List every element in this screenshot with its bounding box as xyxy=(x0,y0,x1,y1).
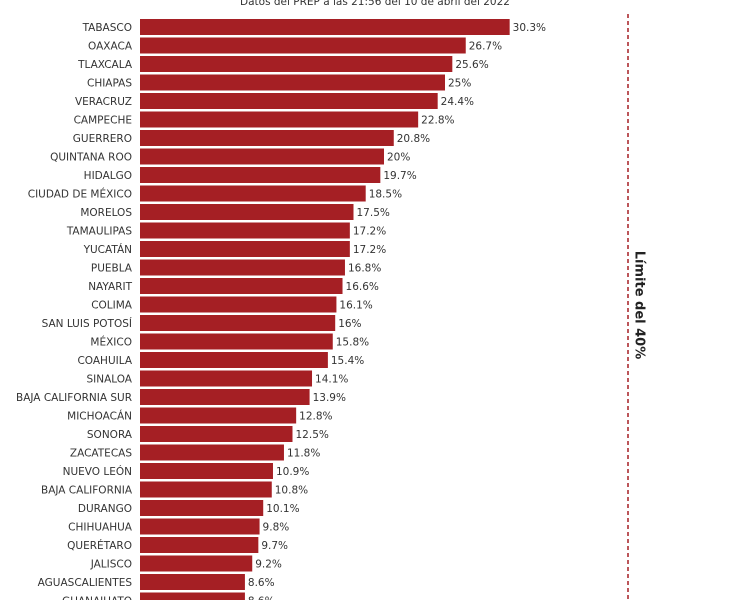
y-tick-label: MICHOACÁN xyxy=(67,410,132,423)
bar xyxy=(140,426,293,442)
chart-subtitle: Datos del PREP a las 21:56 del 10 de abr… xyxy=(240,0,510,8)
bar xyxy=(140,592,245,600)
value-label: 15.8% xyxy=(336,337,369,349)
value-label: 16% xyxy=(338,318,361,330)
value-label: 16.6% xyxy=(346,281,379,293)
y-tick-label: JALISCO xyxy=(90,559,132,571)
y-tick-label: MÉXICO xyxy=(90,336,132,349)
bar xyxy=(140,555,253,572)
value-label: 19.7% xyxy=(383,170,416,182)
y-tick-label: VERACRUZ xyxy=(75,96,132,108)
y-tick-label: CAMPECHE xyxy=(74,115,132,127)
value-label: 24.4% xyxy=(441,96,474,108)
y-tick-label: SONORA xyxy=(87,429,133,441)
y-tick-label: COAHUILA xyxy=(77,355,132,367)
y-tick-label: NUEVO LEÓN xyxy=(63,465,132,478)
value-label: 20% xyxy=(387,152,410,164)
bar xyxy=(140,111,419,128)
value-label: 15.4% xyxy=(331,355,364,367)
value-label: 11.8% xyxy=(287,448,320,460)
y-tick-label: QUERÉTARO xyxy=(67,539,132,552)
bar xyxy=(140,481,272,498)
y-tick-label: SINALOA xyxy=(86,374,132,386)
y-tick-label: NAYARIT xyxy=(88,281,132,293)
bar xyxy=(140,185,366,202)
bar xyxy=(140,167,381,183)
value-label: 9.2% xyxy=(255,559,282,571)
value-label: 17.2% xyxy=(353,226,386,238)
value-label: 14.1% xyxy=(315,374,348,386)
bar xyxy=(140,56,453,72)
bar xyxy=(140,352,328,368)
value-label: 9.7% xyxy=(261,540,288,552)
y-tick-label: SAN LUIS POTOSÍ xyxy=(42,317,132,330)
y-tick-label: TAMAULIPAS xyxy=(66,226,132,238)
y-tick-label: CHIHUAHUA xyxy=(68,522,133,534)
y-tick-label: PUEBLA xyxy=(91,263,133,275)
y-tick-label: OAXACA xyxy=(88,41,133,53)
y-tick-label: HIDALGO xyxy=(84,170,132,182)
bar xyxy=(140,537,259,553)
bar xyxy=(140,74,445,91)
y-tick-label: QUINTANA ROO xyxy=(50,152,132,164)
bar xyxy=(140,296,337,313)
value-label: 20.8% xyxy=(397,133,430,145)
bar xyxy=(140,241,350,257)
bar xyxy=(140,518,260,535)
bar xyxy=(140,278,343,294)
y-tick-label: AGUASCALIENTES xyxy=(38,577,133,589)
y-tick-label: DURANGO xyxy=(78,503,132,515)
y-tick-label: CIUDAD DE MÉXICO xyxy=(28,188,132,201)
y-tick-label: YUCATÁN xyxy=(83,243,132,256)
y-tick-label: GUANAJUATO xyxy=(62,596,132,600)
value-label: 8.6% xyxy=(248,577,275,589)
y-tick-label: BAJA CALIFORNIA SUR xyxy=(16,392,132,404)
y-tick-label: TLAXCALA xyxy=(77,59,133,71)
bar xyxy=(140,259,345,276)
bar xyxy=(140,407,297,424)
value-label: 22.8% xyxy=(421,115,454,127)
y-tick-label: MORELOS xyxy=(80,207,132,219)
y-tick-label: GUERRERO xyxy=(73,133,132,145)
value-label: 30.3% xyxy=(513,22,546,34)
bar xyxy=(140,370,313,387)
value-label: 12.5% xyxy=(296,429,329,441)
value-label: 10.8% xyxy=(275,485,308,497)
bar xyxy=(140,500,264,516)
bar xyxy=(140,37,466,54)
value-label: 16.1% xyxy=(339,300,372,312)
value-label: 17.2% xyxy=(353,244,386,256)
value-label: 10.9% xyxy=(276,466,309,478)
value-label: 18.5% xyxy=(369,189,402,201)
y-tick-label: CHIAPAS xyxy=(87,78,132,90)
bar xyxy=(140,444,284,461)
value-label: 17.5% xyxy=(357,207,390,219)
bar xyxy=(140,130,394,146)
bar xyxy=(140,315,336,331)
bar xyxy=(140,574,245,590)
value-label: 25.6% xyxy=(455,59,488,71)
bar xyxy=(140,148,384,165)
value-label: 25% xyxy=(448,78,471,90)
y-tick-label: BAJA CALIFORNIA xyxy=(41,485,133,497)
value-label: 9.8% xyxy=(263,522,290,534)
value-label: 8.6% xyxy=(248,596,275,600)
bar xyxy=(140,389,310,405)
bar xyxy=(140,93,438,109)
value-label: 26.7% xyxy=(469,41,502,53)
y-tick-label: ZACATECAS xyxy=(70,448,132,460)
bar xyxy=(140,333,333,350)
value-label: 12.8% xyxy=(299,411,332,423)
bar xyxy=(140,463,273,479)
reference-label: Límite del 40% xyxy=(632,251,647,360)
bar xyxy=(140,204,354,220)
value-label: 10.1% xyxy=(266,503,299,515)
value-label: 16.8% xyxy=(348,263,381,275)
bar xyxy=(140,222,350,239)
value-label: 13.9% xyxy=(313,392,346,404)
y-tick-label: TABASCO xyxy=(82,22,132,34)
bar xyxy=(140,19,510,35)
y-tick-label: COLIMA xyxy=(91,300,133,312)
